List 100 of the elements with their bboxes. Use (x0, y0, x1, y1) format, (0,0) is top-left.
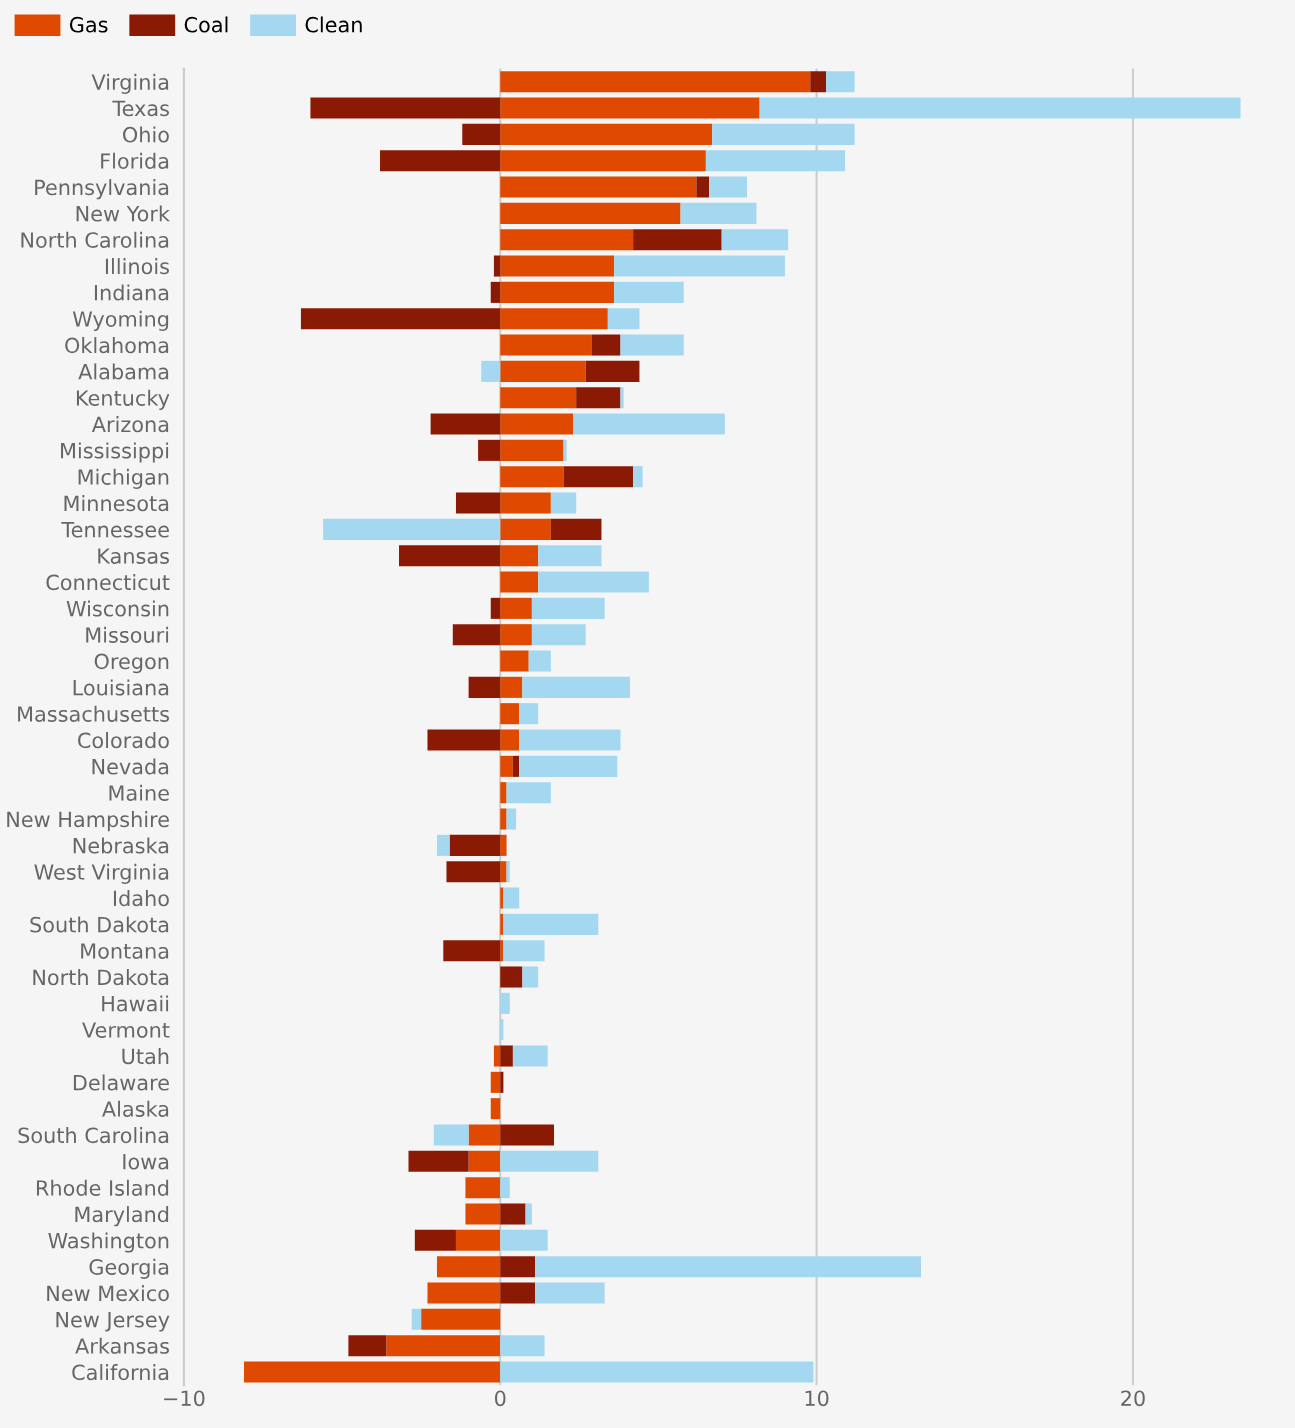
bar (500, 650, 529, 672)
bar (503, 913, 599, 935)
bar (348, 1335, 387, 1357)
bar (500, 71, 811, 93)
bar (323, 518, 501, 540)
y-tick-label: California (72, 1364, 169, 1381)
y-tick-label: West Virginia (34, 863, 169, 884)
bar (500, 1282, 536, 1304)
y-tick-label: Texas (112, 100, 169, 117)
bar (500, 281, 615, 303)
y-tick-label: Wyoming (72, 310, 169, 331)
bar (468, 1150, 501, 1172)
bar (500, 966, 523, 988)
bar (503, 940, 545, 962)
bar (300, 308, 501, 330)
y-tick-label: North Carolina (21, 231, 169, 248)
x-tick-label: 0 (494, 1390, 506, 1407)
y-tick-label: Montana (81, 943, 169, 959)
y-tick-label: North Dakota (33, 969, 169, 986)
bar (500, 624, 532, 646)
legend-label: Clean (305, 16, 362, 33)
legend-label: Gas (69, 16, 108, 33)
bar (519, 729, 621, 751)
bar (614, 281, 684, 303)
bar (244, 1361, 501, 1383)
y-tick-label: South Dakota (30, 916, 169, 933)
bar (500, 334, 592, 356)
bar (531, 597, 605, 619)
bar (436, 1256, 501, 1278)
y-tick-label: Arkansas (75, 1337, 169, 1354)
y-tick-label: Tennessee (61, 522, 169, 538)
bar (500, 1203, 526, 1225)
bar (500, 940, 504, 962)
bar (550, 518, 602, 540)
bar (522, 676, 630, 698)
bar (500, 1124, 555, 1146)
bar (490, 281, 501, 303)
bar (696, 176, 710, 198)
bar (493, 255, 501, 277)
y-tick-label: Florida (101, 152, 169, 169)
bar (465, 1203, 501, 1225)
y-tick-label: Oregon (94, 653, 169, 674)
bar (500, 492, 551, 514)
bar (500, 887, 504, 909)
bar (500, 1361, 814, 1383)
bar (500, 1177, 510, 1199)
legend-label: Coal (184, 16, 228, 33)
bar (446, 861, 501, 883)
y-tick-label: South Carolina (18, 1127, 169, 1144)
y-tick-label: Indiana (94, 284, 169, 301)
y-tick-label: Vermont (82, 1022, 170, 1038)
bar (427, 729, 501, 751)
bar (490, 1071, 501, 1093)
bar (563, 466, 634, 488)
y-tick-label: Washington (48, 1232, 169, 1253)
bar (607, 308, 640, 330)
bar (573, 413, 725, 435)
bar (500, 518, 551, 540)
bar (535, 1256, 921, 1278)
bar (481, 360, 501, 382)
bar (538, 545, 602, 567)
bar (500, 1256, 536, 1278)
bar (500, 229, 634, 251)
y-tick-label: Maryland (75, 1206, 169, 1227)
bar (414, 1229, 456, 1251)
bar (826, 71, 855, 93)
bar (443, 940, 501, 962)
y-tick-label: Iowa (123, 1154, 169, 1170)
bar (500, 466, 564, 488)
bar (462, 123, 501, 145)
y-tick-label: Ohio (123, 126, 169, 143)
bar (493, 1045, 501, 1067)
bar (500, 834, 507, 856)
bar (500, 360, 586, 382)
bar (759, 97, 1241, 119)
y-tick-label: Mississippi (61, 442, 169, 463)
y-tick-label: Connecticut (46, 574, 170, 591)
bar (500, 782, 507, 804)
y-tick-label: Delaware (73, 1074, 169, 1091)
y-tick-label: Wisconsin (66, 600, 169, 617)
y-tick-label: Missouri (86, 626, 169, 643)
bar (427, 1282, 501, 1304)
bar (528, 650, 551, 672)
y-tick-label: Colorado (78, 732, 169, 749)
bar (452, 624, 501, 646)
bar (721, 229, 789, 251)
bar (500, 1335, 545, 1357)
bar (433, 1124, 469, 1146)
bar (380, 150, 501, 172)
bar (633, 229, 722, 251)
bar (500, 571, 539, 593)
bar (500, 913, 504, 935)
x-tick-label: −10 (164, 1390, 205, 1407)
bar (490, 1098, 501, 1120)
y-tick-label: Nebraska (73, 837, 169, 854)
bar (500, 597, 532, 619)
bar (563, 439, 567, 461)
bar (500, 861, 507, 883)
bar (620, 334, 684, 356)
y-tick-label: Kentucky (76, 389, 170, 410)
